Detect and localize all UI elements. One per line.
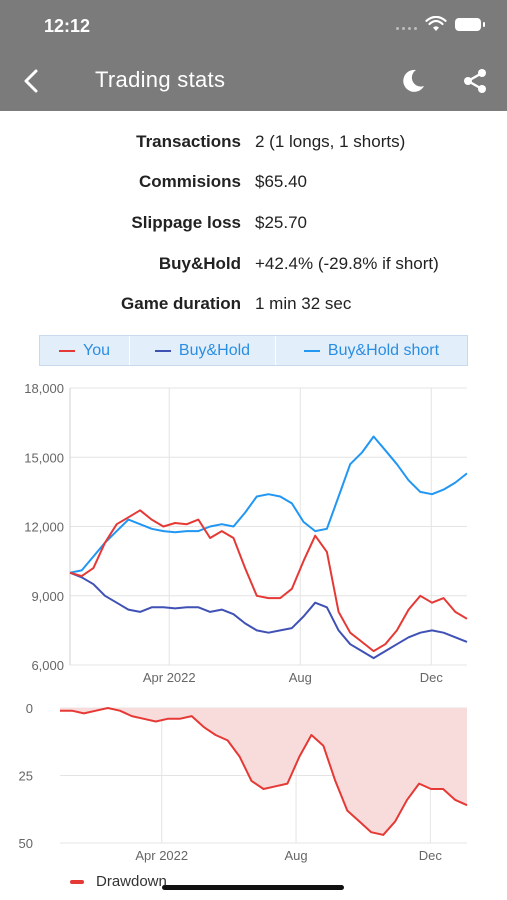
legend-label: Buy&Hold short <box>327 341 440 359</box>
x-tick-label: Apr 2022 <box>135 848 188 863</box>
legend-swatch <box>303 349 320 352</box>
stat-row-slippage: Slippage loss $25.70 <box>0 213 507 237</box>
stat-label: Buy&Hold <box>158 254 241 273</box>
status-time: 12:12 <box>44 16 91 36</box>
legend-item-buy-hold[interactable]: Buy&Hold <box>130 336 276 365</box>
stat-value: $65.40 <box>255 172 307 191</box>
app-header: 12:12 Trading stats <box>0 0 507 111</box>
stat-row-transactions: Transactions 2 (1 longs, 1 shorts) <box>0 132 507 156</box>
stat-label: Commisions <box>138 172 241 191</box>
drawdown-area <box>60 708 467 835</box>
legend-swatch <box>70 879 84 884</box>
page-title: Trading stats <box>95 67 226 92</box>
legend-label: Buy&Hold <box>178 341 251 359</box>
chevron-left-icon[interactable] <box>18 64 46 98</box>
status-icons <box>396 16 485 32</box>
legend-label: You <box>83 341 110 359</box>
x-tick-label: Dec <box>419 848 443 863</box>
chart-legend: You Buy&Hold Buy&Hold short <box>39 335 468 366</box>
drawdown-chart: 0 25 50 Apr 2022 Aug Dec <box>19 701 468 863</box>
legend-item-you[interactable]: You <box>40 336 130 365</box>
y-tick-label: 18,000 <box>24 381 64 396</box>
stat-row-game-duration: Game duration 1 min 32 sec <box>0 294 507 318</box>
stat-label: Game duration <box>121 294 241 313</box>
stat-row-buy-hold: Buy&Hold +42.4% (-29.8% if short) <box>0 254 507 278</box>
legend-swatch <box>154 349 171 352</box>
share-icon[interactable] <box>460 66 490 96</box>
legend-label: Drawdown <box>96 873 167 890</box>
x-tick-label: Dec <box>420 670 444 685</box>
y-tick-label: 50 <box>19 836 33 851</box>
legend-item-buy-hold-short[interactable]: Buy&Hold short <box>276 336 467 365</box>
stat-value: +42.4% (-29.8% if short) <box>255 254 439 273</box>
x-tick-label: Apr 2022 <box>143 670 196 685</box>
signal-icon <box>396 18 417 30</box>
stat-value: 2 (1 longs, 1 shorts) <box>255 132 406 151</box>
y-tick-label: 9,000 <box>31 589 64 604</box>
y-tick-label: 6,000 <box>31 658 64 673</box>
series-line-buy-hold-short <box>69 435 468 574</box>
equity-chart: 18,000 15,000 12,000 9,000 6,000 Apr 2022 Aug D… <box>24 381 468 685</box>
y-tick-label: 0 <box>26 701 33 716</box>
drawdown-legend: Drawdown <box>70 873 167 890</box>
stat-label: Transactions <box>136 132 241 151</box>
home-indicator <box>162 885 344 890</box>
series-line-you <box>69 509 468 653</box>
battery-icon <box>455 17 485 31</box>
wifi-icon <box>425 16 447 31</box>
y-tick-label: 15,000 <box>24 450 64 465</box>
y-tick-label: 25 <box>19 769 33 784</box>
x-tick-label: Aug <box>284 848 307 863</box>
stat-value: $25.70 <box>255 213 307 232</box>
stat-label: Slippage loss <box>131 213 241 232</box>
stat-row-commisions: Commisions $65.40 <box>0 172 507 196</box>
y-tick-label: 12,000 <box>24 520 64 535</box>
series-line-buy-hold <box>69 571 468 660</box>
drawdown-line <box>60 707 468 836</box>
stat-value: 1 min 32 sec <box>255 294 352 313</box>
x-tick-label: Aug <box>289 670 312 685</box>
legend-swatch <box>59 349 75 352</box>
moon-icon[interactable] <box>398 66 428 96</box>
